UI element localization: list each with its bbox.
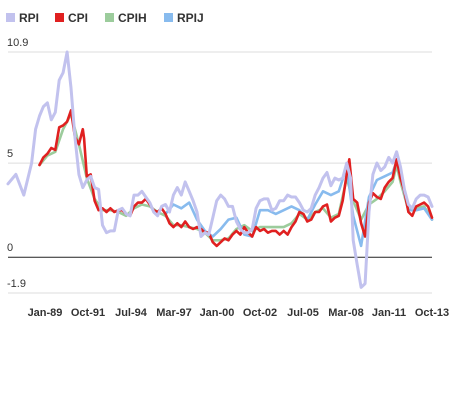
legend-swatch-cpih — [105, 13, 114, 22]
x-tick-label: Oct-91 — [71, 307, 105, 319]
x-tick-label: Oct-02 — [243, 307, 277, 319]
legend-swatch-rpij — [164, 13, 173, 22]
x-axis-tick-labels: Jan-89 Oct-91 Jul-94 Mar-97 Jan-00 Oct-02 Jul-… — [28, 307, 450, 319]
legend-swatch-rpi — [6, 13, 15, 22]
series-lines — [6, 50, 434, 289]
legend-label-cpi: CPI — [68, 11, 88, 25]
x-tick-label: Jul-05 — [287, 307, 319, 319]
y-tick-label: 5 — [7, 148, 13, 160]
x-tick-label: Mar-97 — [156, 307, 191, 319]
x-tick-label: Mar-08 — [328, 307, 363, 319]
chart-legend: RPI CPI CPIH RPIJ — [6, 11, 204, 25]
series-line-rpi — [6, 50, 434, 289]
legend-label-rpi: RPI — [19, 11, 39, 25]
y-tick-label: 10.9 — [7, 37, 28, 49]
x-tick-label: Jul-94 — [115, 307, 148, 319]
y-tick-label: 0 — [7, 242, 13, 254]
y-tick-label: -1.9 — [7, 278, 26, 290]
x-tick-label: Oct-13 — [415, 307, 449, 319]
x-tick-label: Jan-11 — [372, 307, 406, 319]
legend-swatch-cpi — [55, 13, 64, 22]
legend-label-cpih: CPIH — [118, 11, 147, 25]
legend-label-rpij: RPIJ — [177, 11, 204, 25]
x-tick-label: Jan-00 — [200, 307, 235, 319]
y-axis-tick-labels: 10.9 5 0 -1.9 — [7, 37, 28, 290]
x-tick-label: Jan-89 — [28, 307, 63, 319]
